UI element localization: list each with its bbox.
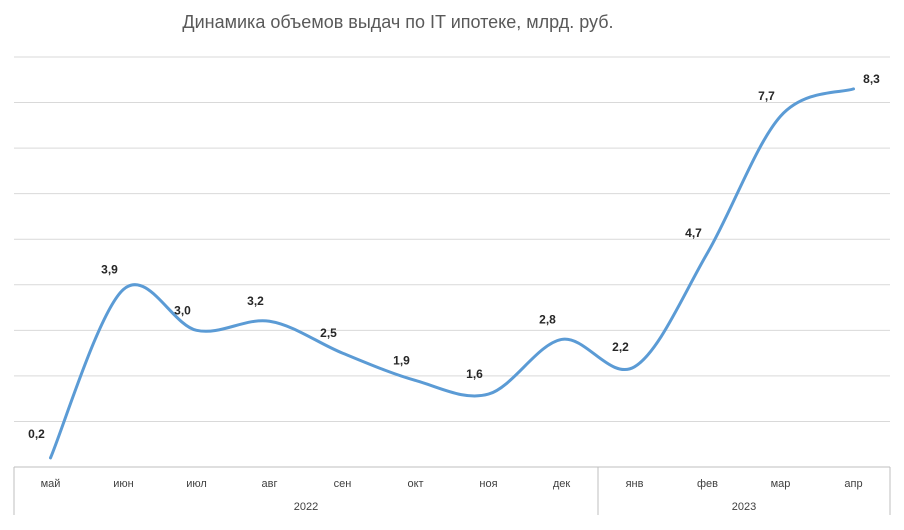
data-label: 3,9 (101, 262, 118, 276)
data-label: 7,7 (758, 89, 775, 103)
series-layer (49, 87, 856, 460)
data-point (487, 392, 491, 396)
data-point (195, 328, 199, 332)
month-tick-label: янв (626, 478, 644, 490)
month-tick-label: авг (262, 478, 278, 490)
category-axis: май июн июл авг сен окт ноя дек янв фев мар апр 2022… (13, 466, 891, 515)
data-point (341, 351, 345, 355)
data-label: 3,2 (247, 294, 264, 308)
year-label: 2023 (732, 501, 756, 513)
month-tick-label: мар (771, 478, 791, 490)
data-label: 8,3 (863, 72, 880, 86)
series-line (49, 87, 855, 460)
month-tick-label: июл (186, 478, 207, 490)
data-label: 2,8 (539, 312, 556, 326)
data-point (779, 114, 783, 118)
month-tick-label: дек (553, 478, 571, 490)
data-point (414, 378, 418, 382)
month-tick-label: окт (407, 478, 423, 490)
data-labels: 0,2 3,9 3,0 3,2 2,5 1,9 1,6 2,8 2,2 4,7 7,7 8,3 (28, 72, 880, 441)
data-point (49, 456, 53, 460)
data-label: 1,6 (466, 367, 483, 381)
month-tick-label: май (41, 478, 61, 490)
data-label: 4,7 (685, 226, 702, 240)
data-point (633, 365, 637, 369)
data-label: 3,0 (174, 303, 191, 317)
data-point (706, 251, 710, 255)
data-point (122, 287, 126, 291)
month-tick-label: ноя (479, 478, 497, 490)
data-point (852, 87, 856, 91)
gridlines (14, 56, 890, 422)
chart-title: Динамика объемов выдач по IT ипотеке, мл… (182, 12, 613, 32)
data-label: 2,2 (612, 340, 629, 354)
data-label: 2,5 (320, 326, 337, 340)
data-label: 0,2 (28, 427, 45, 441)
data-label: 1,9 (393, 353, 410, 367)
data-point (268, 319, 272, 323)
month-tick-label: апр (844, 478, 862, 490)
month-tick-label: сен (334, 478, 352, 490)
data-point (560, 337, 564, 341)
month-tick-label: фев (697, 478, 718, 490)
month-tick-label: июн (113, 478, 133, 490)
year-label: 2022 (294, 501, 318, 513)
